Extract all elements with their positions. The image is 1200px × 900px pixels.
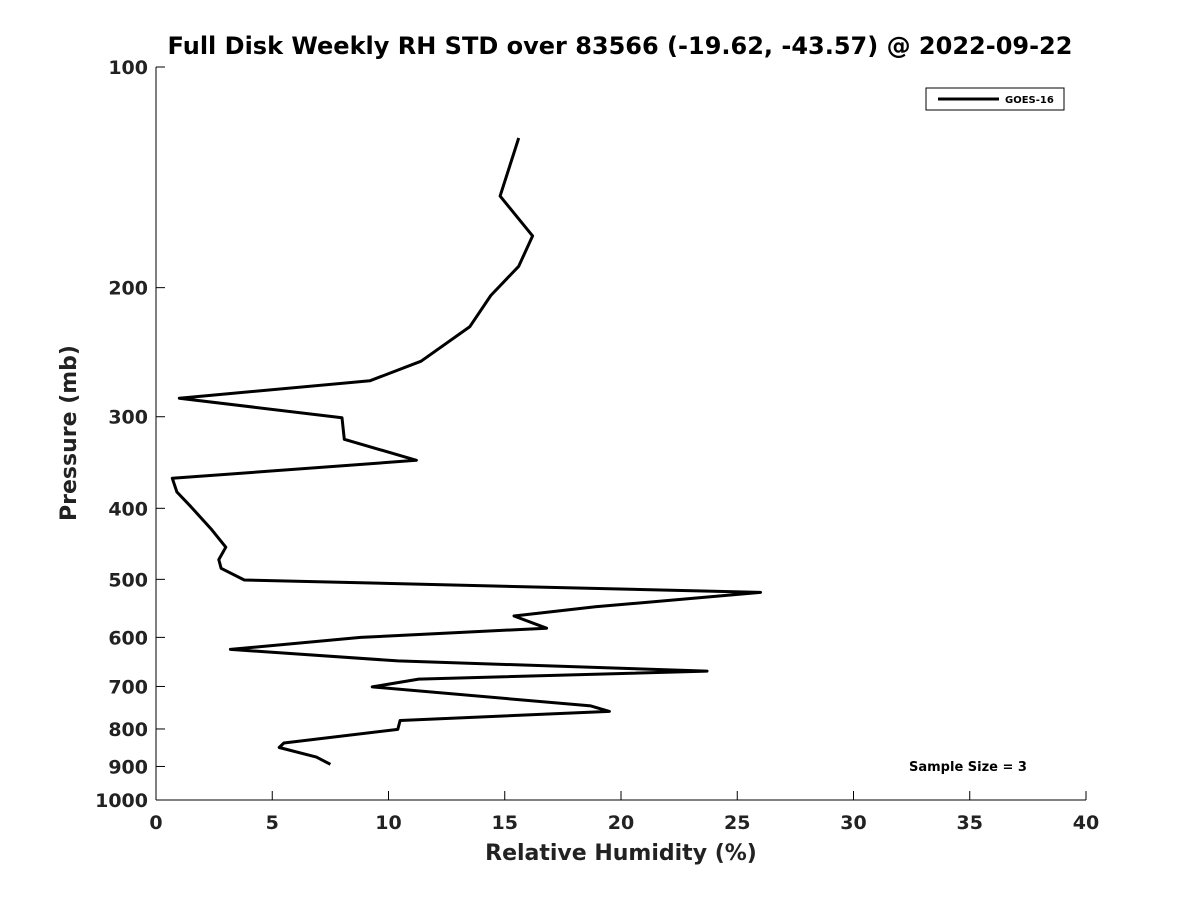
plot-area xyxy=(155,67,1086,801)
x-tick-label: 40 xyxy=(1073,812,1099,834)
x-tick-label: 10 xyxy=(375,812,401,834)
x-tick-label: 35 xyxy=(957,812,983,834)
y-tick-label: 600 xyxy=(108,627,148,649)
chart-title: Full Disk Weekly RH STD over 83566 (-19.… xyxy=(168,32,1073,60)
x-tick-label: 25 xyxy=(724,812,750,834)
x-tick-label: 30 xyxy=(840,812,866,834)
x-axis-ticks: 0 5 10 15 20 25 30 35 40 xyxy=(149,791,1099,834)
y-tick-label: 300 xyxy=(108,407,148,429)
sample-size-annotation: Sample Size = 3 xyxy=(909,760,1027,775)
x-axis-label: Relative Humidity (%) xyxy=(485,841,757,866)
legend: GOES-16 xyxy=(925,87,1065,111)
y-tick-label: 100 xyxy=(108,57,148,79)
y-axis-label: Pressure (mb) xyxy=(57,345,82,521)
y-tick-label: 700 xyxy=(108,676,148,698)
y-tick-label: 200 xyxy=(108,278,148,300)
y-axis-ticks: 100 200 300 400 500 600 700 800 900 1000 xyxy=(95,57,165,812)
series-line-goes-16 xyxy=(170,137,762,766)
x-tick-label: 15 xyxy=(492,812,518,834)
y-tick-label: 900 xyxy=(108,756,148,778)
y-tick-label: 800 xyxy=(108,719,148,741)
legend-label-goes-16: GOES-16 xyxy=(1005,95,1054,106)
y-tick-label: 1000 xyxy=(95,790,148,812)
y-tick-label: 400 xyxy=(108,498,148,520)
y-tick-label: 500 xyxy=(108,569,148,591)
x-tick-label: 20 xyxy=(608,812,634,834)
x-tick-label: 5 xyxy=(266,812,279,834)
x-tick-label: 0 xyxy=(149,812,162,834)
series-layer xyxy=(170,137,762,766)
